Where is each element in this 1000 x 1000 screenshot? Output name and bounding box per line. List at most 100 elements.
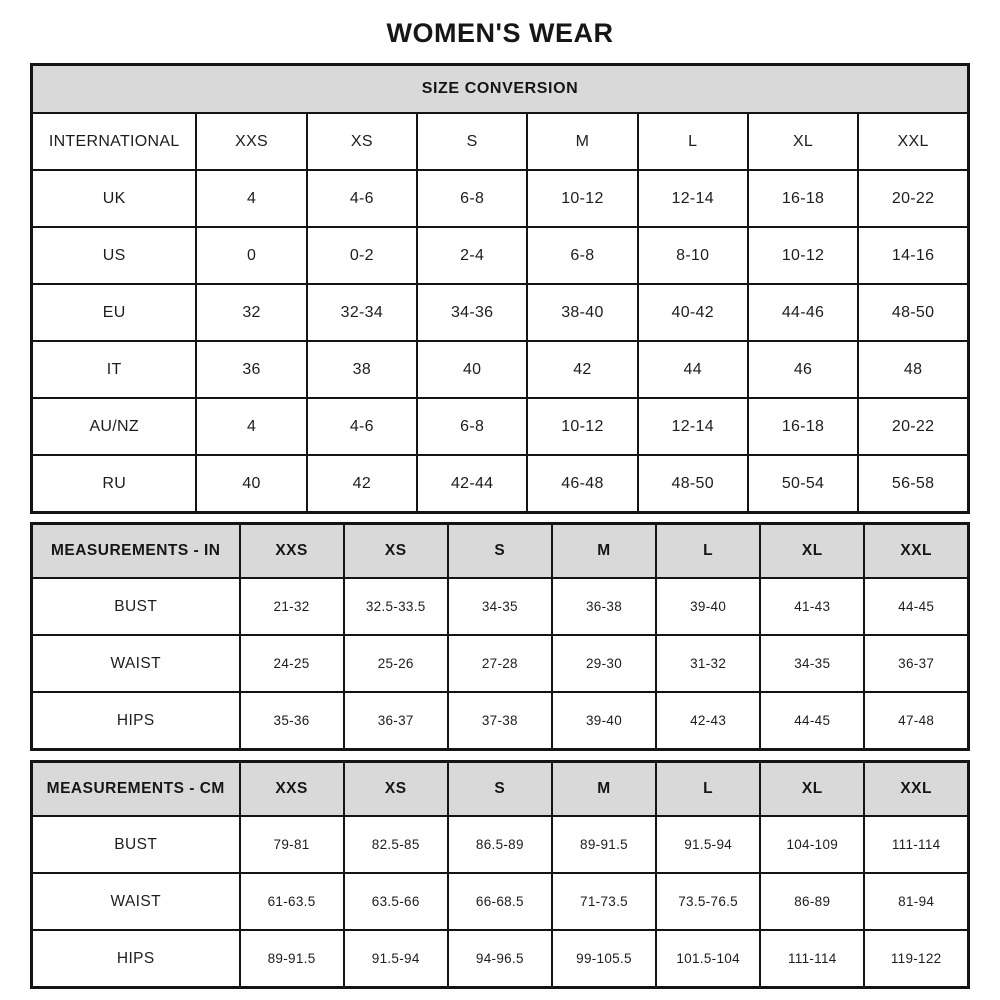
table-row-aunz: AU/NZ 4 4-6 6-8 10-12 12-14 16-18 20-22 — [30, 397, 970, 456]
column-header: XS — [342, 522, 449, 579]
table-cell: 46-48 — [526, 454, 639, 514]
table-cell: 34-36 — [415, 283, 529, 342]
table-cell: 111-114 — [759, 929, 866, 989]
table-cell: 89-91.5 — [238, 929, 345, 989]
page-title: WOMEN'S WEAR — [386, 18, 614, 48]
table-row-eu: EU 32 32-34 34-36 38-40 40-42 44-46 48-5… — [30, 283, 970, 342]
column-header: S — [446, 760, 553, 817]
table-cell: 36 — [195, 340, 308, 399]
table-cell: 89-91.5 — [550, 815, 658, 874]
table-cell: 82.5-85 — [342, 815, 449, 874]
table-cell: 119-122 — [863, 929, 970, 989]
table-cell: 41-43 — [759, 577, 866, 636]
table-cell: 32.5-33.5 — [342, 577, 449, 636]
table-cell: 36-37 — [342, 691, 449, 751]
table-cell: 8-10 — [636, 226, 749, 285]
row-label: WAIST — [30, 634, 241, 693]
table-cell: XXS — [195, 112, 308, 171]
table-cell: 94-96.5 — [446, 929, 553, 989]
table-cell: 36-37 — [863, 634, 970, 693]
table-cell: 38 — [305, 340, 419, 399]
table-cell: 31-32 — [655, 634, 762, 693]
column-header: XXL — [863, 760, 970, 817]
table-cell: 21-32 — [238, 577, 345, 636]
table-cell: 46 — [746, 340, 860, 399]
measurements-cm-table: MEASUREMENTS - CM XXS XS S M L XL XXL BU… — [30, 760, 970, 989]
row-label: RU — [30, 454, 198, 514]
table-cell: 48 — [857, 340, 970, 399]
table-cell: 0 — [195, 226, 308, 285]
table-cell: 48-50 — [636, 454, 749, 514]
table-cell: 16-18 — [746, 169, 860, 228]
measurements-cm-title: MEASUREMENTS - CM — [30, 760, 241, 817]
table-cell: 42 — [305, 454, 419, 514]
table-cell: 50-54 — [746, 454, 860, 514]
table-cell: 71-73.5 — [550, 872, 658, 931]
table-row-hips-cm: HIPS 89-91.5 91.5-94 94-96.5 99-105.5 10… — [30, 929, 970, 989]
column-header: XXS — [238, 522, 345, 579]
table-cell: 48-50 — [857, 283, 970, 342]
table-cell: 34-35 — [759, 634, 866, 693]
table-cell: 2-4 — [415, 226, 529, 285]
table-cell: 39-40 — [550, 691, 658, 751]
table-row-bust-in: BUST 21-32 32.5-33.5 34-35 36-38 39-40 4… — [30, 577, 970, 636]
table-cell: 29-30 — [550, 634, 658, 693]
table-row-us: US 0 0-2 2-4 6-8 8-10 10-12 14-16 — [30, 226, 970, 285]
row-label: UK — [30, 169, 198, 228]
table-cell: 38-40 — [526, 283, 639, 342]
row-label: INTERNATIONAL — [30, 112, 198, 171]
table-cell: 4 — [195, 169, 308, 228]
table-cell: 39-40 — [655, 577, 762, 636]
column-header: L — [655, 522, 762, 579]
table-cell: 44-45 — [759, 691, 866, 751]
table-cell: XL — [746, 112, 860, 171]
table-cell: 40-42 — [636, 283, 749, 342]
table-cell: 20-22 — [857, 169, 970, 228]
row-label: HIPS — [30, 929, 241, 989]
table-cell: 44 — [636, 340, 749, 399]
table-cell: 42-44 — [415, 454, 529, 514]
table-cell: 42-43 — [655, 691, 762, 751]
column-header: M — [550, 522, 658, 579]
table-cell: 6-8 — [415, 397, 529, 456]
column-header: XXL — [863, 522, 970, 579]
table-cell: XS — [305, 112, 419, 171]
table-row-waist-in: WAIST 24-25 25-26 27-28 29-30 31-32 34-3… — [30, 634, 970, 693]
table-cell: 34-35 — [446, 577, 553, 636]
table-row-bust-cm: BUST 79-81 82.5-85 86.5-89 89-91.5 91.5-… — [30, 815, 970, 874]
table-row-uk: UK 4 4-6 6-8 10-12 12-14 16-18 20-22 — [30, 169, 970, 228]
table-cell: 86-89 — [759, 872, 866, 931]
row-label: AU/NZ — [30, 397, 198, 456]
table-cell: 20-22 — [857, 397, 970, 456]
table-cell: 14-16 — [857, 226, 970, 285]
table-cell: 4 — [195, 397, 308, 456]
row-label: EU — [30, 283, 198, 342]
table-cell: 56-58 — [857, 454, 970, 514]
table-cell: 10-12 — [526, 397, 639, 456]
table-cell: 86.5-89 — [446, 815, 553, 874]
table-cell: 63.5-66 — [342, 872, 449, 931]
table-row-ru: RU 40 42 42-44 46-48 48-50 50-54 56-58 — [30, 454, 970, 514]
column-header: S — [446, 522, 553, 579]
column-header: XS — [342, 760, 449, 817]
table-cell: 32 — [195, 283, 308, 342]
table-cell: 10-12 — [746, 226, 860, 285]
table-header-row: MEASUREMENTS - IN XXS XS S M L XL XXL — [30, 522, 970, 579]
table-cell: 61-63.5 — [238, 872, 345, 931]
table-cell: 6-8 — [526, 226, 639, 285]
table-cell: 44-45 — [863, 577, 970, 636]
column-header: XL — [759, 760, 866, 817]
table-header-row: SIZE CONVERSION — [30, 63, 970, 114]
table-cell: 27-28 — [446, 634, 553, 693]
table-cell: 37-38 — [446, 691, 553, 751]
table-cell: 36-38 — [550, 577, 658, 636]
table-cell: 35-36 — [238, 691, 345, 751]
table-cell: 73.5-76.5 — [655, 872, 762, 931]
table-cell: 40 — [415, 340, 529, 399]
measurements-in-title: MEASUREMENTS - IN — [30, 522, 241, 579]
table-row-international: INTERNATIONAL XXS XS S M L XL XXL — [30, 112, 970, 171]
row-label: US — [30, 226, 198, 285]
table-cell: 104-109 — [759, 815, 866, 874]
column-header: XXS — [238, 760, 345, 817]
